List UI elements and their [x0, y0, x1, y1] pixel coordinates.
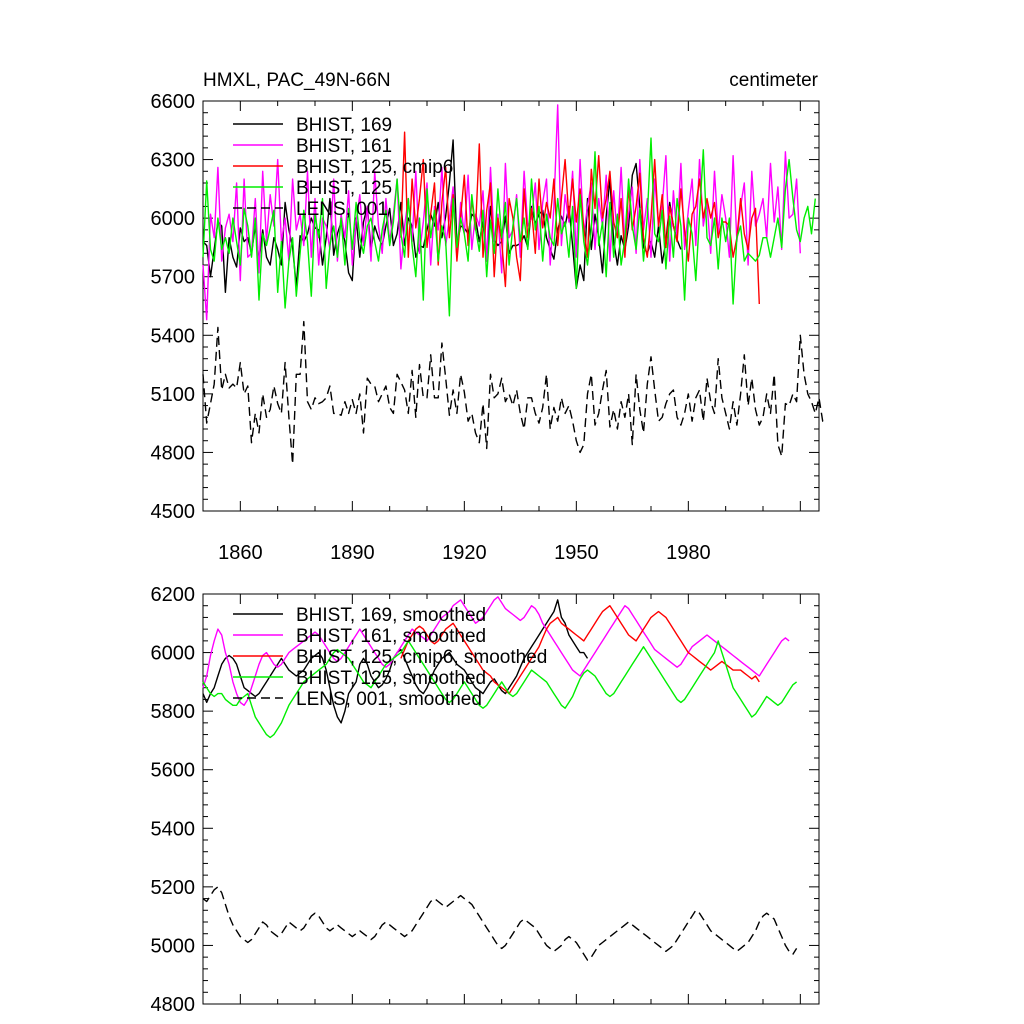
series-line [202, 104, 801, 321]
x-tick-label: 1920 [442, 542, 487, 564]
plot-frame [202, 593, 820, 1005]
chart-title: HMXL, PAC_49N-66N [203, 70, 391, 91]
units-label: centimeter [729, 70, 818, 91]
legend-label: BHIST, 161, smoothed [296, 626, 486, 647]
series-layer [202, 104, 828, 465]
y-tick-label: 6200 [151, 584, 196, 606]
legend-label: BHIST, 125, cmip6, smoothed [296, 647, 547, 668]
legend-label: BHIST, 169, smoothed [296, 605, 486, 626]
x-tick-label: 1890 [330, 542, 375, 564]
series-line [202, 640, 798, 739]
y-tick-label: 5400 [151, 818, 196, 840]
bottom-panel: 4800 5000 5200 5400 5600 5800 6000 6200 BHIST, … [151, 584, 820, 1016]
y-tick-label: 5200 [151, 877, 196, 899]
y-tick-label: 6300 [151, 150, 196, 172]
x-tick-label: 1860 [218, 542, 263, 564]
plot-frame [202, 100, 820, 512]
x-tick-label: 1950 [554, 542, 599, 564]
series-line [202, 320, 828, 465]
series-line [400, 605, 760, 695]
y-tick-label: 5600 [151, 760, 196, 782]
y-tick-label: 4800 [151, 994, 196, 1016]
y-tick-label: 6000 [151, 208, 196, 230]
y-tick-label: 6600 [151, 91, 196, 113]
y-tick-label: 5700 [151, 267, 196, 289]
y-tick-label: 5000 [151, 935, 196, 957]
y-tick-label: 5100 [151, 384, 196, 406]
legend-label: LENS, 001 [296, 199, 388, 220]
series-line [202, 886, 798, 961]
ticks: 4800 5000 5200 5400 5600 5800 6000 6200 [151, 584, 819, 1016]
x-tick-label: 1980 [666, 542, 711, 564]
legend-label: BHIST, 125, cmip6 [296, 157, 453, 178]
ticks: 4500 4800 5100 5400 5700 6000 6300 6600 1860 1890… [151, 91, 819, 564]
series-line [202, 137, 816, 317]
legend-label: BHIST, 125, smoothed [296, 668, 486, 689]
y-tick-label: 5800 [151, 701, 196, 723]
legend-label: LENS, 001, smoothed [296, 689, 482, 710]
legend-label: BHIST, 169 [296, 115, 392, 136]
series-line [202, 596, 790, 706]
y-tick-label: 5400 [151, 325, 196, 347]
legend-label: BHIST, 161 [296, 136, 392, 157]
y-tick-label: 4500 [151, 501, 196, 523]
y-tick-label: 4800 [151, 442, 196, 464]
legend-label: BHIST, 125 [296, 178, 392, 199]
series-line [202, 139, 682, 293]
top-panel: HMXL, PAC_49N-66N centimeter 4500 4800 510… [151, 70, 828, 564]
series-layer [202, 596, 798, 961]
y-tick-label: 6000 [151, 643, 196, 665]
